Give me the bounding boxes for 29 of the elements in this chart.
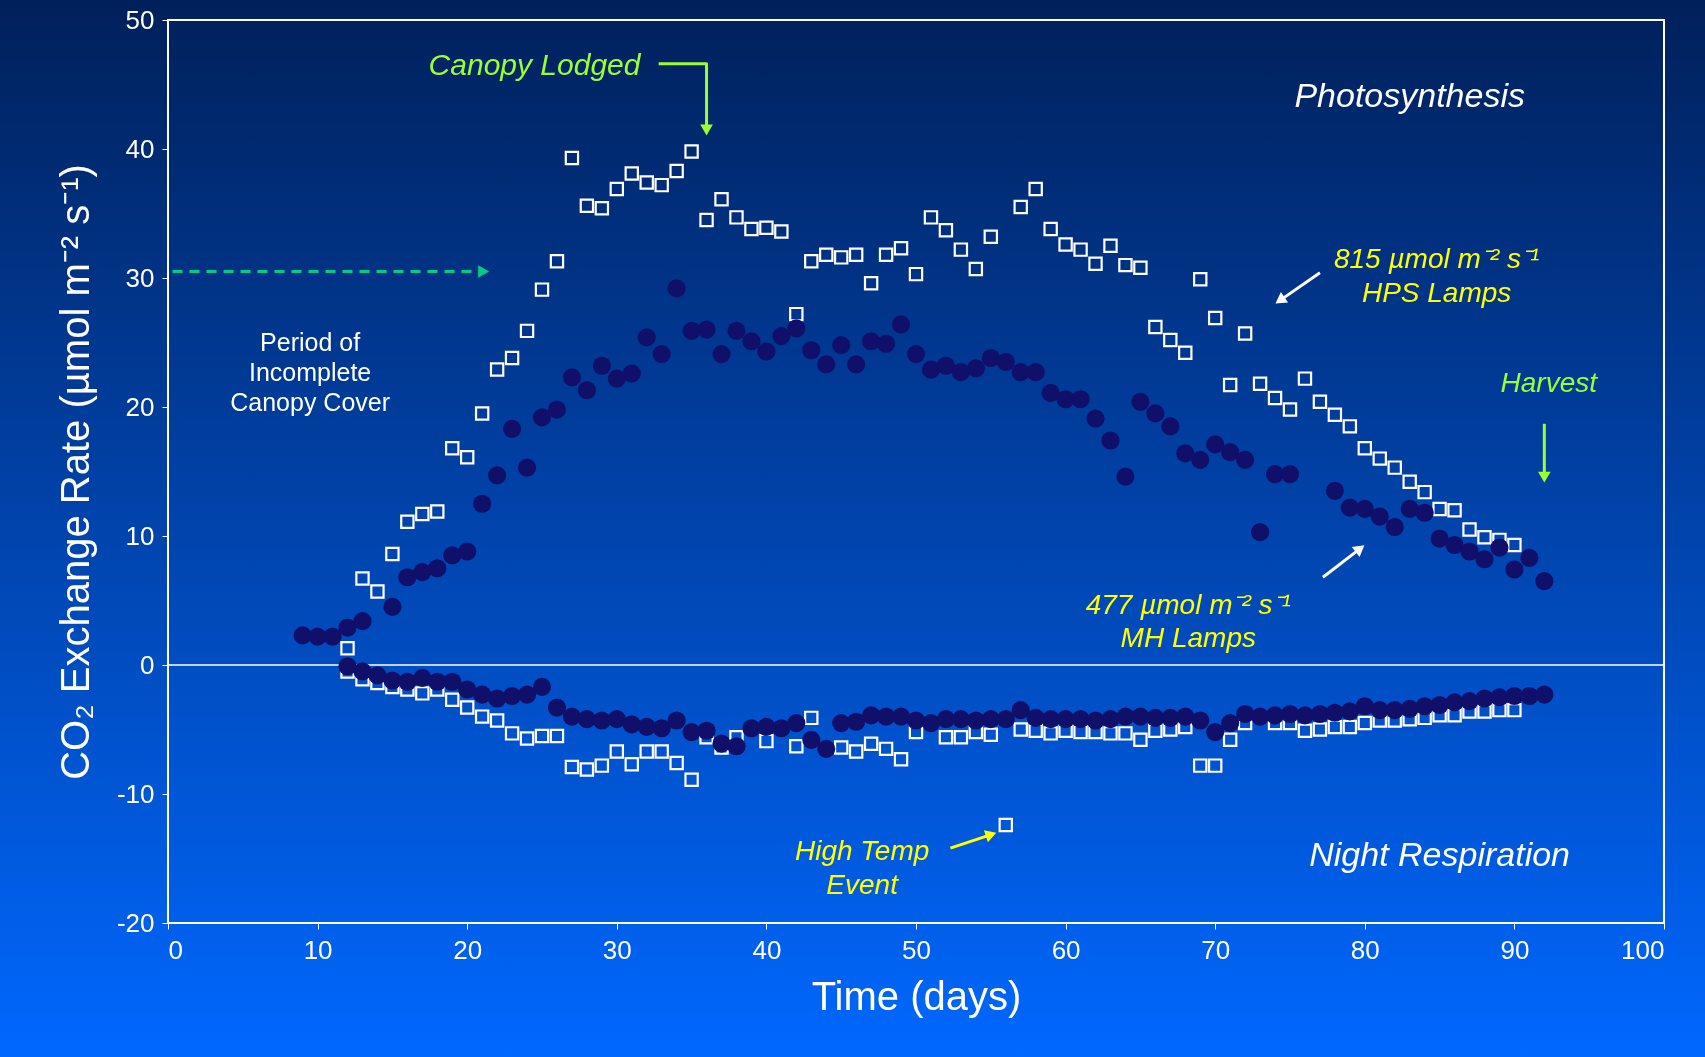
annotation: High Temp Event xyxy=(794,835,930,900)
annotation: 477 µmol m⁻² s⁻¹ MH Lamps xyxy=(1085,588,1291,654)
y-tick-label: 0 xyxy=(140,649,155,680)
x-tick-label: 60 xyxy=(1051,934,1081,965)
y-tick-label: 40 xyxy=(125,133,155,164)
y-tick-label: -20 xyxy=(116,907,155,938)
x-tick-label: 40 xyxy=(752,934,782,965)
x-tick-label: 80 xyxy=(1350,934,1380,965)
annotation: 815 µmol m⁻² s⁻¹ HPS Lamps xyxy=(1333,242,1540,308)
x-tick-label: 50 xyxy=(902,934,931,965)
x-tick-label: 90 xyxy=(1500,934,1530,965)
annotation: Period of Incomplete Canopy Cover xyxy=(230,327,391,416)
y-axis-title: CO₂ Exchange Rate (µmol m⁻² s⁻¹) xyxy=(52,164,97,780)
y-tick-label: -10 xyxy=(116,778,155,809)
x-tick-label: 100 xyxy=(1621,934,1665,965)
x-axis-title: Time (days) xyxy=(811,973,1022,1018)
x-tick-label: 30 xyxy=(602,934,632,965)
x-tick-label: 20 xyxy=(453,934,483,965)
annotation: Canopy Lodged xyxy=(428,48,642,82)
x-tick-label: 70 xyxy=(1201,934,1231,965)
annotation: Harvest xyxy=(1500,366,1599,398)
y-tick-label: 30 xyxy=(125,262,155,293)
annotation: Photosynthesis xyxy=(1294,76,1525,115)
y-tick-label: 10 xyxy=(125,520,155,551)
y-tick-label: 20 xyxy=(125,391,155,422)
x-tick-label: 10 xyxy=(303,934,333,965)
x-tick-label: 0 xyxy=(168,934,183,965)
annotation: Night Respiration xyxy=(1309,834,1570,873)
y-tick-label: 50 xyxy=(125,4,155,35)
